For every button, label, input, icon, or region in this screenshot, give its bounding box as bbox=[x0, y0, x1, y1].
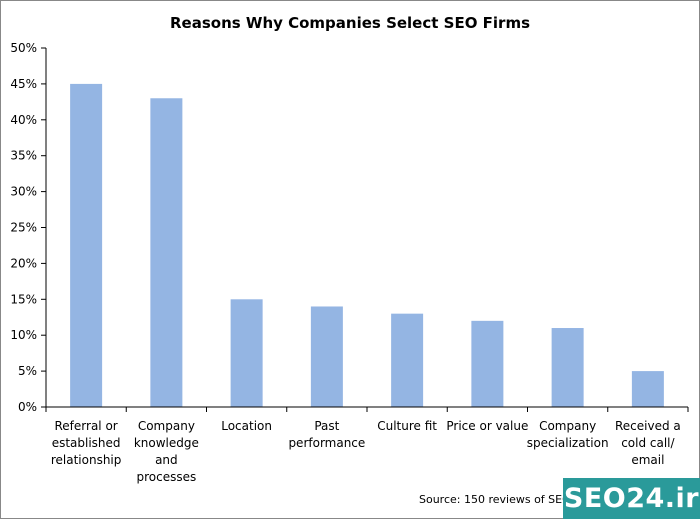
bar bbox=[70, 83, 103, 408]
bar bbox=[310, 306, 343, 407]
y-tick-label: 0% bbox=[18, 400, 37, 414]
y-axis: 0% 5% 10% 15% 20% 25% 30% 35% 40% 45% 50% bbox=[10, 41, 47, 414]
y-tick-label: 40% bbox=[10, 113, 37, 127]
x-axis: Referral or established relationshipCompan… bbox=[45, 406, 689, 484]
y-tick-label: 30% bbox=[10, 185, 37, 199]
y-tick-label: 10% bbox=[10, 328, 37, 342]
x-tick-label: Company specialization bbox=[527, 419, 609, 450]
y-tick-label: 50% bbox=[10, 41, 37, 55]
watermark-logo: SEO24.ir bbox=[563, 478, 700, 519]
x-tick-label: Referral or established relationship bbox=[51, 419, 122, 467]
y-tick-label: 45% bbox=[10, 77, 37, 91]
x-tick-label: Price or value bbox=[446, 419, 528, 433]
source-note: Source: 150 reviews of SEO c bbox=[419, 493, 580, 506]
y-tick-label: 15% bbox=[10, 292, 37, 306]
bar bbox=[631, 371, 664, 407]
bar bbox=[391, 313, 424, 407]
y-tick-label: 5% bbox=[18, 364, 37, 378]
bars bbox=[70, 83, 664, 408]
y-tick-label: 20% bbox=[10, 256, 37, 270]
x-tick-label: Received a cold call/email bbox=[615, 419, 681, 467]
bar bbox=[150, 98, 183, 407]
y-tick-label: 25% bbox=[10, 221, 37, 235]
x-tick-label: Past performance bbox=[288, 419, 365, 450]
bar bbox=[551, 328, 584, 407]
x-tick-label: Location bbox=[221, 419, 272, 433]
bar bbox=[230, 299, 263, 407]
chart-title: Reasons Why Companies Select SEO Firms bbox=[170, 14, 530, 32]
bar bbox=[471, 320, 504, 407]
x-tick-label: Company knowledge and processes bbox=[134, 419, 199, 484]
y-tick-label: 35% bbox=[10, 149, 37, 163]
watermark-text: SEO24.ir bbox=[563, 483, 700, 514]
x-tick-label: Culture fit bbox=[377, 419, 437, 433]
